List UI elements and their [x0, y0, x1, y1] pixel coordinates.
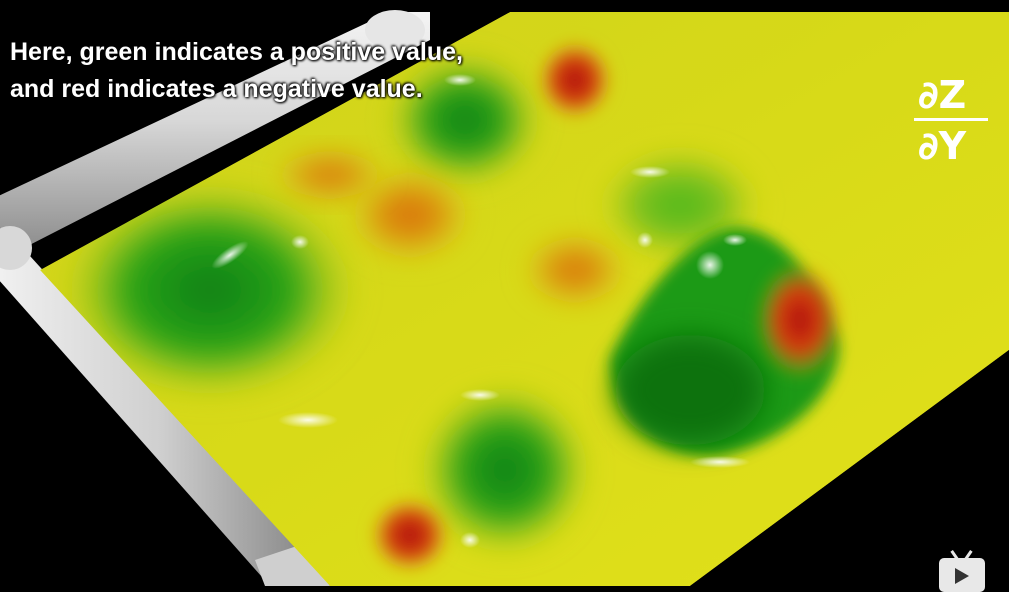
green-region [390, 55, 540, 185]
caption: Here, green indicates a positive value, … [10, 34, 463, 108]
caption-line-1: Here, green indicates a positive value, [10, 38, 463, 66]
fraction-bar [914, 118, 988, 121]
formula-numerator: ∂Z [918, 73, 967, 117]
green-region [420, 385, 590, 555]
orange-region [525, 235, 625, 305]
partial-derivative-formula: ∂Z ∂Y [914, 74, 990, 167]
red-region [755, 260, 845, 380]
red-region [368, 495, 452, 575]
red-region [535, 38, 615, 122]
orange-region [350, 170, 470, 260]
gradient-surface [40, 12, 1009, 586]
play-icon[interactable] [939, 550, 985, 592]
green-region [60, 180, 360, 400]
formula-denominator: ∂Y [918, 124, 967, 168]
caption-line-2: and red indicates a negative value. [10, 75, 423, 103]
